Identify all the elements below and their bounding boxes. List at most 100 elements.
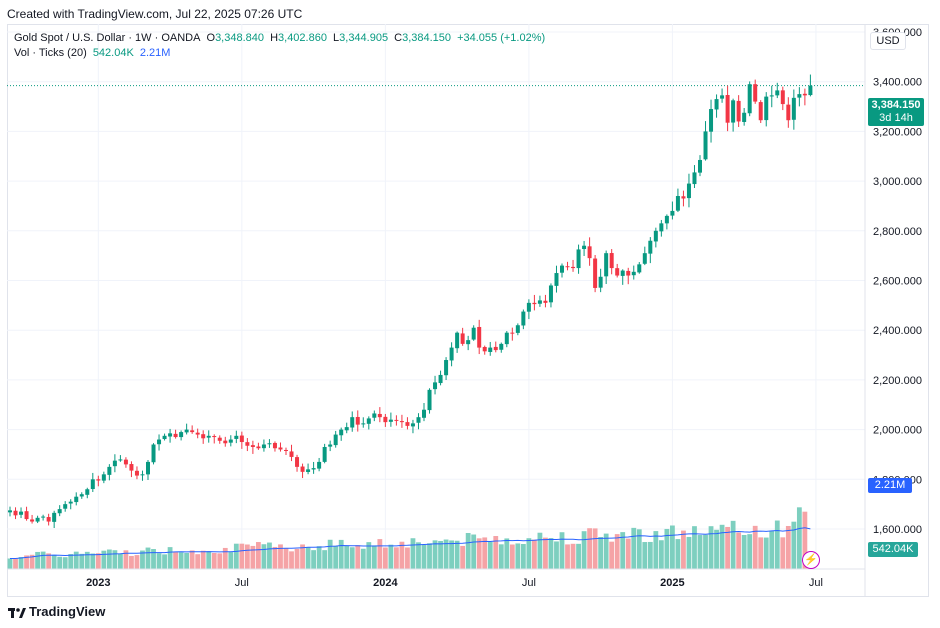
volume-legend[interactable]: Vol · Ticks (20) 542.04K 2.21M — [14, 47, 173, 59]
candle-body — [537, 300, 542, 304]
volume-bar — [670, 525, 675, 569]
footer-brand: TradingView — [29, 604, 106, 619]
volume-bar — [631, 527, 637, 569]
volume-bar — [504, 538, 510, 569]
candle-body — [8, 510, 12, 513]
currency-button[interactable]: USD — [870, 32, 906, 50]
volume-bar — [565, 544, 570, 569]
ohlc-legend[interactable]: Gold Spot / U.S. Dollar · 1W · OANDA O3,… — [14, 32, 548, 44]
candle-body — [532, 302, 537, 305]
volume-bar — [399, 541, 405, 569]
volume-bar — [636, 529, 642, 569]
time-tick: Jul — [235, 577, 249, 589]
volume-bar — [769, 530, 775, 569]
candle-body — [598, 276, 603, 288]
volume-bar — [222, 547, 228, 569]
volume-bar — [349, 547, 355, 569]
candle-body — [383, 416, 388, 423]
chart-area[interactable]: 3,600.0003,400.0003,200.0003,000.0002,80… — [7, 24, 929, 597]
symbol-title[interactable]: Gold Spot / U.S. Dollar · 1W · OANDA — [14, 32, 201, 44]
volume-title[interactable]: Vol · Ticks (20) — [14, 47, 87, 59]
volume-bar — [377, 539, 383, 569]
volume-bar — [465, 532, 471, 569]
candle-body — [560, 265, 564, 273]
candle-body — [195, 432, 200, 435]
volume-bar — [84, 551, 90, 569]
candle-body — [68, 501, 73, 504]
volume-bar — [686, 536, 692, 569]
volume-bar — [134, 555, 140, 569]
volume-bar — [658, 540, 664, 569]
candle-body — [626, 270, 631, 276]
candle-body — [642, 253, 647, 264]
candle-body — [753, 84, 758, 102]
candle-body — [659, 223, 664, 232]
volume-ma-value: 2.21M — [139, 47, 171, 59]
last-price-label: 3,384.150 3d 14h — [868, 98, 924, 126]
time-tick: 2023 — [86, 577, 110, 589]
candle-body — [720, 95, 725, 99]
price-tick: 1,600.000 — [873, 524, 922, 536]
volume-bar — [151, 549, 156, 569]
volume-bar — [802, 511, 808, 569]
tradingview-logo-icon — [8, 607, 26, 618]
price-tick: 2,400.000 — [873, 325, 922, 337]
volume-bar — [316, 546, 322, 569]
volume-bar — [289, 551, 294, 569]
close-label: C — [394, 32, 403, 44]
volume-bar — [526, 538, 532, 569]
volume-bar — [344, 545, 350, 569]
candle-body — [24, 511, 29, 520]
volume-bar — [482, 537, 488, 569]
high-label: H — [270, 32, 279, 44]
volume-bar — [62, 557, 68, 569]
candle-body — [488, 347, 493, 352]
price-tick: 3,400.000 — [873, 77, 922, 89]
volume-bar — [300, 544, 305, 569]
volume-ma-line — [10, 527, 811, 559]
price-tick: 2,600.000 — [873, 276, 922, 288]
candle-body — [46, 517, 51, 522]
candle-body — [190, 430, 195, 433]
candle-body — [140, 474, 145, 476]
volume-bar — [614, 534, 620, 569]
volume-bar — [576, 543, 581, 569]
candle-body — [593, 258, 598, 288]
volume-bar — [692, 526, 697, 569]
volume-bar — [382, 547, 388, 569]
candle-body — [350, 417, 355, 428]
volume-bar — [703, 534, 708, 569]
volume-bar — [454, 540, 460, 569]
lightning-icon[interactable]: ⚡ — [802, 551, 820, 569]
volume-bar — [774, 520, 780, 569]
candle-body — [808, 85, 813, 96]
volume-bar — [112, 550, 118, 569]
candle-body — [653, 230, 658, 242]
candle-body — [284, 449, 288, 451]
volume-bar — [123, 550, 129, 569]
candle-body — [96, 479, 101, 481]
volume-bar — [294, 548, 300, 569]
candle-body — [504, 332, 509, 345]
volume-bar — [178, 552, 184, 569]
volume-bar — [543, 537, 548, 569]
candle-body — [620, 270, 625, 276]
candle-body — [333, 434, 338, 446]
candle-body — [366, 418, 371, 424]
candle-body — [433, 382, 438, 390]
candle-body — [444, 360, 449, 376]
volume-bar — [184, 552, 190, 569]
candle-body — [471, 327, 476, 340]
volume-bar — [493, 536, 499, 569]
candle-body — [615, 268, 620, 276]
volume-bar — [642, 542, 648, 569]
price-tick: 3,000.000 — [873, 176, 922, 188]
volume-bar — [189, 550, 195, 569]
candle-body — [90, 479, 95, 490]
candle-body — [526, 302, 531, 312]
grid-lines — [7, 24, 865, 569]
volume-ma-label: 2.21M — [868, 478, 912, 493]
volume-bar — [327, 539, 333, 569]
low-label: L — [333, 32, 340, 44]
candle-body — [85, 489, 90, 495]
